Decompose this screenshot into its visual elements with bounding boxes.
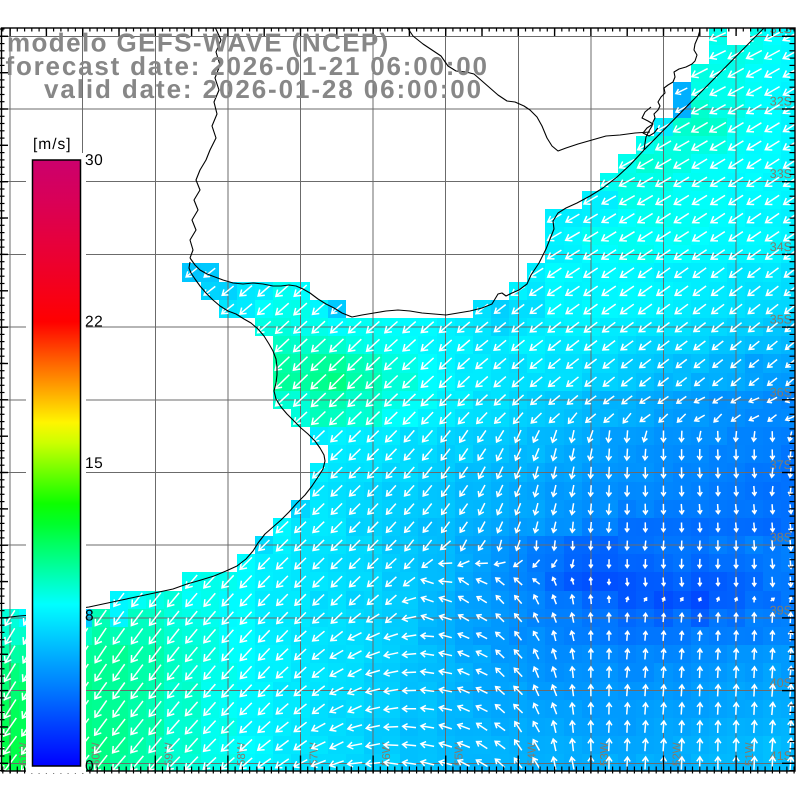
svg-text:22: 22 bbox=[85, 314, 103, 331]
svg-text:15: 15 bbox=[85, 455, 103, 472]
svg-text:0: 0 bbox=[85, 758, 94, 775]
svg-text:[m/s]: [m/s] bbox=[33, 136, 72, 153]
svg-text:35S: 35S bbox=[770, 313, 792, 327]
svg-text:59W: 59W bbox=[163, 742, 175, 766]
svg-text:32S: 32S bbox=[770, 95, 792, 109]
svg-text:8: 8 bbox=[85, 607, 94, 624]
svg-text:56W: 56W bbox=[381, 742, 393, 766]
svg-text:58W: 58W bbox=[236, 742, 248, 766]
svg-text:51W: 51W bbox=[744, 742, 756, 766]
svg-text:forecast date: 2026-01-21 06:0: forecast date: 2026-01-21 06:00:00 bbox=[6, 51, 489, 81]
svg-text:36S: 36S bbox=[770, 385, 792, 399]
svg-text:39S: 39S bbox=[770, 603, 792, 617]
svg-text:40S: 40S bbox=[770, 676, 792, 690]
svg-text:41S: 41S bbox=[770, 749, 792, 763]
svg-text:modelo GEFS-WAVE (NCEP): modelo GEFS-WAVE (NCEP) bbox=[7, 28, 390, 58]
svg-text:30: 30 bbox=[85, 152, 103, 169]
svg-text:34S: 34S bbox=[770, 240, 792, 254]
svg-text:60W: 60W bbox=[91, 742, 103, 766]
svg-text:33S: 33S bbox=[770, 167, 792, 181]
svg-text:37S: 37S bbox=[770, 458, 792, 472]
svg-text:38S: 38S bbox=[770, 531, 792, 545]
svg-text:valid date: 2026-01-28 06:00:0: valid date: 2026-01-28 06:00:00 bbox=[44, 74, 483, 104]
